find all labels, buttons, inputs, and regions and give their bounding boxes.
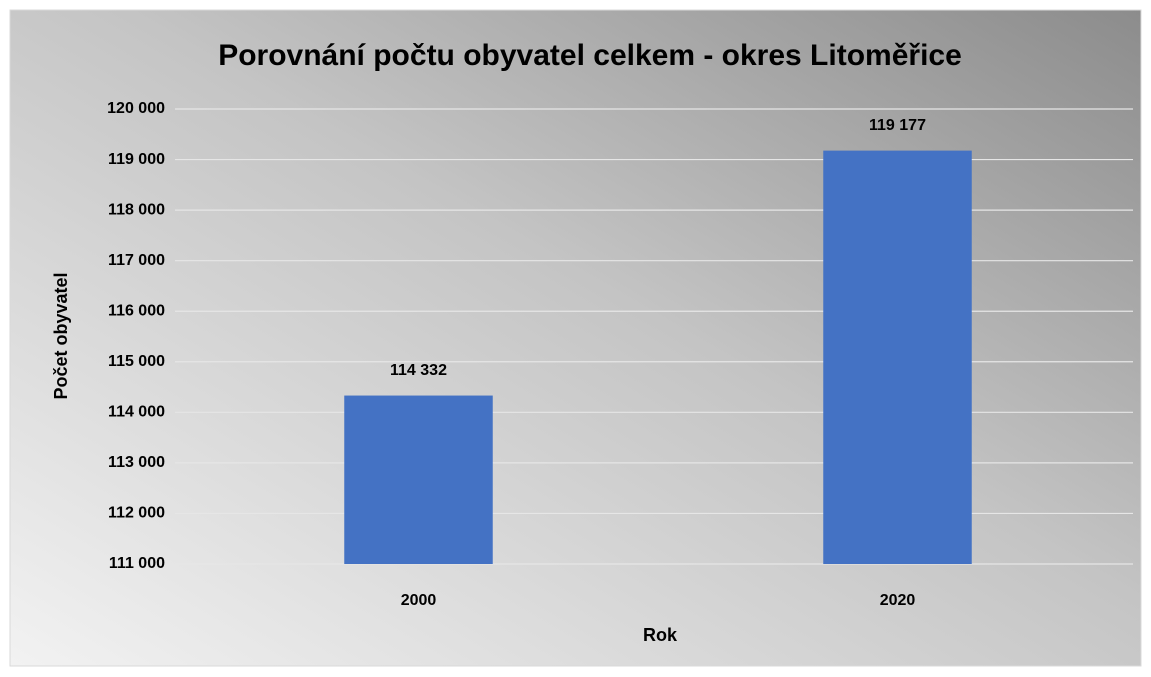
y-tick-label: 115 000 [108, 353, 165, 370]
y-tick-label: 120 000 [107, 100, 165, 117]
data-label: 119 177 [869, 117, 926, 134]
y-tick-label: 118 000 [108, 201, 165, 218]
y-tick-label: 116 000 [108, 302, 165, 319]
y-tick-label: 113 000 [108, 454, 165, 471]
x-tick-label: 2000 [401, 592, 437, 609]
bar [344, 395, 493, 564]
chart-title: Porovnání počtu obyvatel celkem - okres … [218, 39, 962, 72]
x-axis-label: Rok [643, 625, 678, 645]
x-tick-label: 2020 [880, 592, 916, 609]
y-tick-label: 114 000 [108, 404, 165, 421]
y-tick-label: 112 000 [108, 505, 165, 522]
data-label: 114 332 [390, 362, 447, 379]
y-axis-label: Počet obyvatel [51, 272, 71, 399]
y-tick-label: 119 000 [108, 151, 165, 168]
y-tick-label: 117 000 [108, 252, 165, 269]
y-tick-label: 111 000 [109, 555, 165, 572]
bar [823, 150, 972, 564]
